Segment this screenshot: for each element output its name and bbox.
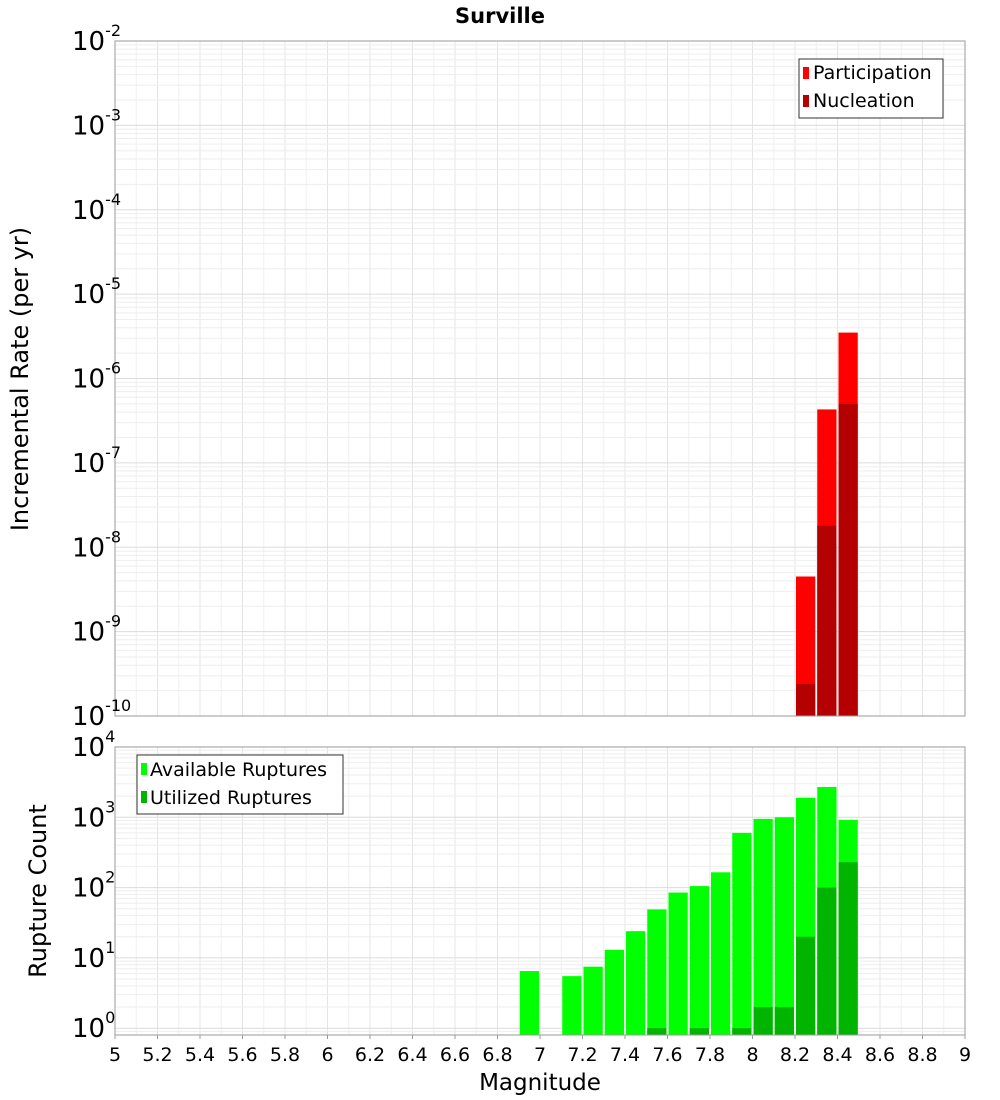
bar-nucleation-8.45 — [838, 403, 858, 716]
y-tick-label: 10-10 — [72, 696, 131, 732]
x-tick-label: 5.6 — [227, 1044, 257, 1066]
bar-available-ruptures-8.05 — [753, 818, 773, 1035]
bar-available-ruptures-7.65 — [668, 892, 688, 1035]
bar-available-ruptures-8.15 — [774, 817, 794, 1035]
y-tick-label: 100 — [72, 1008, 115, 1044]
x-tick-label: 8 — [746, 1044, 758, 1066]
x-tick-label: 5.4 — [185, 1044, 215, 1066]
rupture-count-plot: 100 101 102 103 104 5 5.2 5.4 5.6 5.8 6 6.2 6.4 6.6 6… — [24, 727, 971, 1096]
bottom-y-tick-labels: 100 101 102 103 104 — [72, 727, 115, 1044]
legend-label-utilized-ruptures: Utilized Ruptures — [150, 787, 312, 809]
bar-available-ruptures-7.45 — [626, 931, 646, 1035]
y-tick-label: 10-3 — [72, 105, 121, 141]
legend-label-available-ruptures: Available Ruptures — [150, 759, 327, 781]
legend-label-participation: Participation — [813, 62, 932, 84]
bar-available-ruptures-6.95 — [519, 971, 539, 1035]
bar-available-ruptures-7.15 — [562, 976, 582, 1035]
y-tick-label: 104 — [72, 727, 115, 763]
y-tick-label: 102 — [72, 868, 115, 904]
y-tick-label: 10-9 — [72, 612, 121, 648]
x-tick-label: 7.8 — [695, 1044, 725, 1066]
x-tick-label: 8.4 — [822, 1044, 852, 1066]
bar-utilized-ruptures-8.35 — [817, 887, 837, 1035]
y-tick-label: 10-6 — [72, 359, 121, 395]
x-tick-label: 7.6 — [652, 1044, 682, 1066]
x-tick-label: 7.2 — [567, 1044, 597, 1066]
chart-title: Surville — [455, 4, 545, 28]
bar-nucleation-8.35 — [817, 525, 837, 716]
x-tick-label: 8.8 — [907, 1044, 937, 1066]
bottom-legend-box — [136, 754, 344, 815]
top-y-axis-label: Incremental Rate (per yr) — [6, 227, 34, 531]
legend-swatch-utilized-ruptures — [141, 791, 147, 803]
y-tick-label: 10-8 — [72, 527, 121, 563]
x-tick-label: 6.8 — [482, 1044, 512, 1066]
bar-utilized-ruptures-8.05 — [753, 1007, 773, 1035]
bar-utilized-ruptures-7.95 — [732, 1028, 752, 1035]
bar-utilized-ruptures-8.45 — [838, 862, 858, 1035]
bottom-plot-bars — [519, 786, 858, 1035]
x-tick-label: 9 — [959, 1044, 971, 1066]
legend-swatch-nucleation — [803, 95, 809, 107]
x-tick-label: 7.4 — [610, 1044, 640, 1066]
bar-available-ruptures-7.55 — [647, 909, 667, 1035]
top-legend-box — [798, 58, 944, 119]
incremental-rate-plot: 10-10 10-9 10-8 10-7 10-6 10-5 10-4 10-3 10-2 In… — [6, 21, 966, 732]
bottom-y-axis-label: Rupture Count — [24, 804, 52, 978]
legend-swatch-participation — [803, 67, 809, 79]
bar-available-ruptures-7.35 — [604, 949, 624, 1035]
bar-available-ruptures-7.75 — [689, 886, 709, 1035]
bar-utilized-ruptures-7.55 — [647, 1028, 667, 1035]
bar-nucleation-8.25 — [796, 683, 816, 716]
top-plot-grid — [114, 40, 966, 717]
y-tick-label: 10-2 — [72, 21, 121, 57]
x-tick-label: 6 — [321, 1044, 333, 1066]
top-y-tick-labels: 10-10 10-9 10-8 10-7 10-6 10-5 10-4 10-3 10-2 — [72, 21, 131, 732]
top-plot-bars — [796, 332, 858, 716]
x-tick-label: 6.4 — [397, 1044, 427, 1066]
y-tick-label: 101 — [72, 938, 115, 974]
x-tick-label: 6.6 — [440, 1044, 470, 1066]
y-tick-label: 10-7 — [72, 443, 121, 479]
bar-participation-8.25 — [796, 576, 816, 716]
x-tick-label: 8.2 — [780, 1044, 810, 1066]
y-tick-label: 10-5 — [72, 274, 121, 310]
x-axis-label: Magnitude — [479, 1070, 601, 1096]
x-tick-labels: 5 5.2 5.4 5.6 5.8 6 6.2 6.4 6.6 6.8 7 7.2 7.4 7.6 7.8 8… — [109, 1035, 971, 1066]
x-tick-label: 5.8 — [270, 1044, 300, 1066]
x-tick-label: 5.2 — [142, 1044, 172, 1066]
legend-swatch-available-ruptures — [141, 763, 147, 775]
x-tick-label: 5 — [109, 1044, 121, 1066]
bar-available-ruptures-7.95 — [732, 832, 752, 1035]
x-tick-label: 7 — [534, 1044, 546, 1066]
bar-utilized-ruptures-8.15 — [774, 1007, 794, 1035]
bar-utilized-ruptures-8.25 — [796, 936, 816, 1035]
bar-available-ruptures-7.85 — [711, 872, 731, 1035]
top-legend: Participation Nucleation — [798, 58, 944, 119]
bar-utilized-ruptures-7.75 — [689, 1028, 709, 1035]
y-tick-label: 10-4 — [72, 190, 121, 226]
top-plot-frame — [114, 40, 966, 717]
bar-available-ruptures-7.25 — [583, 966, 603, 1035]
legend-label-nucleation: Nucleation — [813, 90, 915, 112]
y-tick-label: 103 — [72, 797, 115, 833]
bottom-legend: Available Ruptures Utilized Ruptures — [136, 754, 344, 815]
x-tick-label: 8.6 — [865, 1044, 895, 1066]
x-tick-label: 6.2 — [355, 1044, 385, 1066]
